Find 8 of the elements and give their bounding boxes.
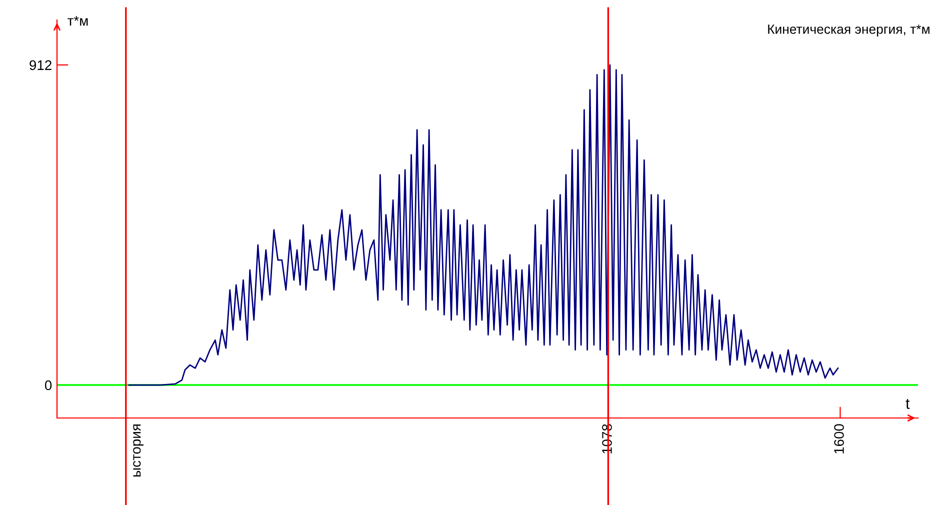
- y-axis-title: т*м: [68, 16, 88, 26]
- ref-line-label: ыстория: [133, 424, 144, 476]
- x-tick-label: 1600: [834, 424, 844, 454]
- chart-title: Кинетическая энергия, т*м: [768, 24, 930, 36]
- x-axis-title: t: [906, 398, 910, 409]
- y-tick-label: 912: [30, 60, 52, 70]
- y-tick-label: 0: [44, 380, 52, 390]
- line-series: [128, 64, 839, 386]
